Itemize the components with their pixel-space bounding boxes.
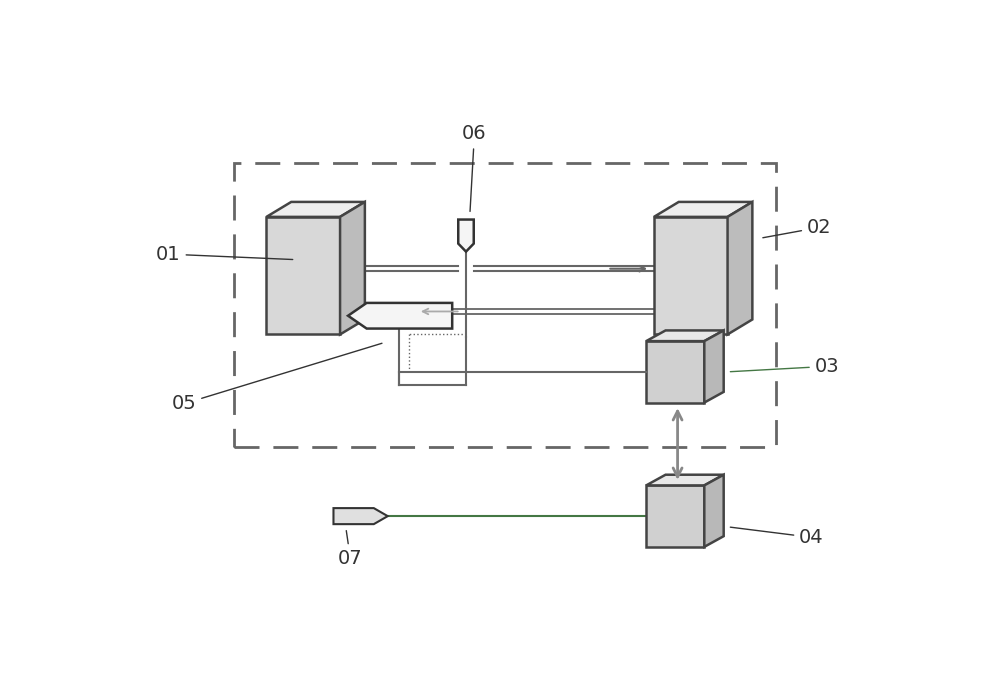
Text: 07: 07 [338,531,363,568]
Polygon shape [266,202,365,217]
Polygon shape [340,202,365,335]
Polygon shape [646,330,724,341]
Bar [234,164,776,447]
Text: 04: 04 [730,527,824,547]
Polygon shape [704,475,724,547]
Polygon shape [333,508,388,524]
Polygon shape [728,202,752,335]
Polygon shape [654,202,752,217]
Polygon shape [704,330,724,403]
Text: 01: 01 [156,244,293,264]
Text: 03: 03 [730,357,839,376]
Polygon shape [646,485,704,547]
Polygon shape [646,475,724,485]
Text: 05: 05 [172,344,382,413]
Polygon shape [646,341,704,403]
Polygon shape [458,219,474,252]
Polygon shape [348,303,452,328]
Polygon shape [654,217,728,335]
Polygon shape [266,217,340,335]
Text: 02: 02 [763,218,832,238]
Text: 06: 06 [462,124,487,212]
